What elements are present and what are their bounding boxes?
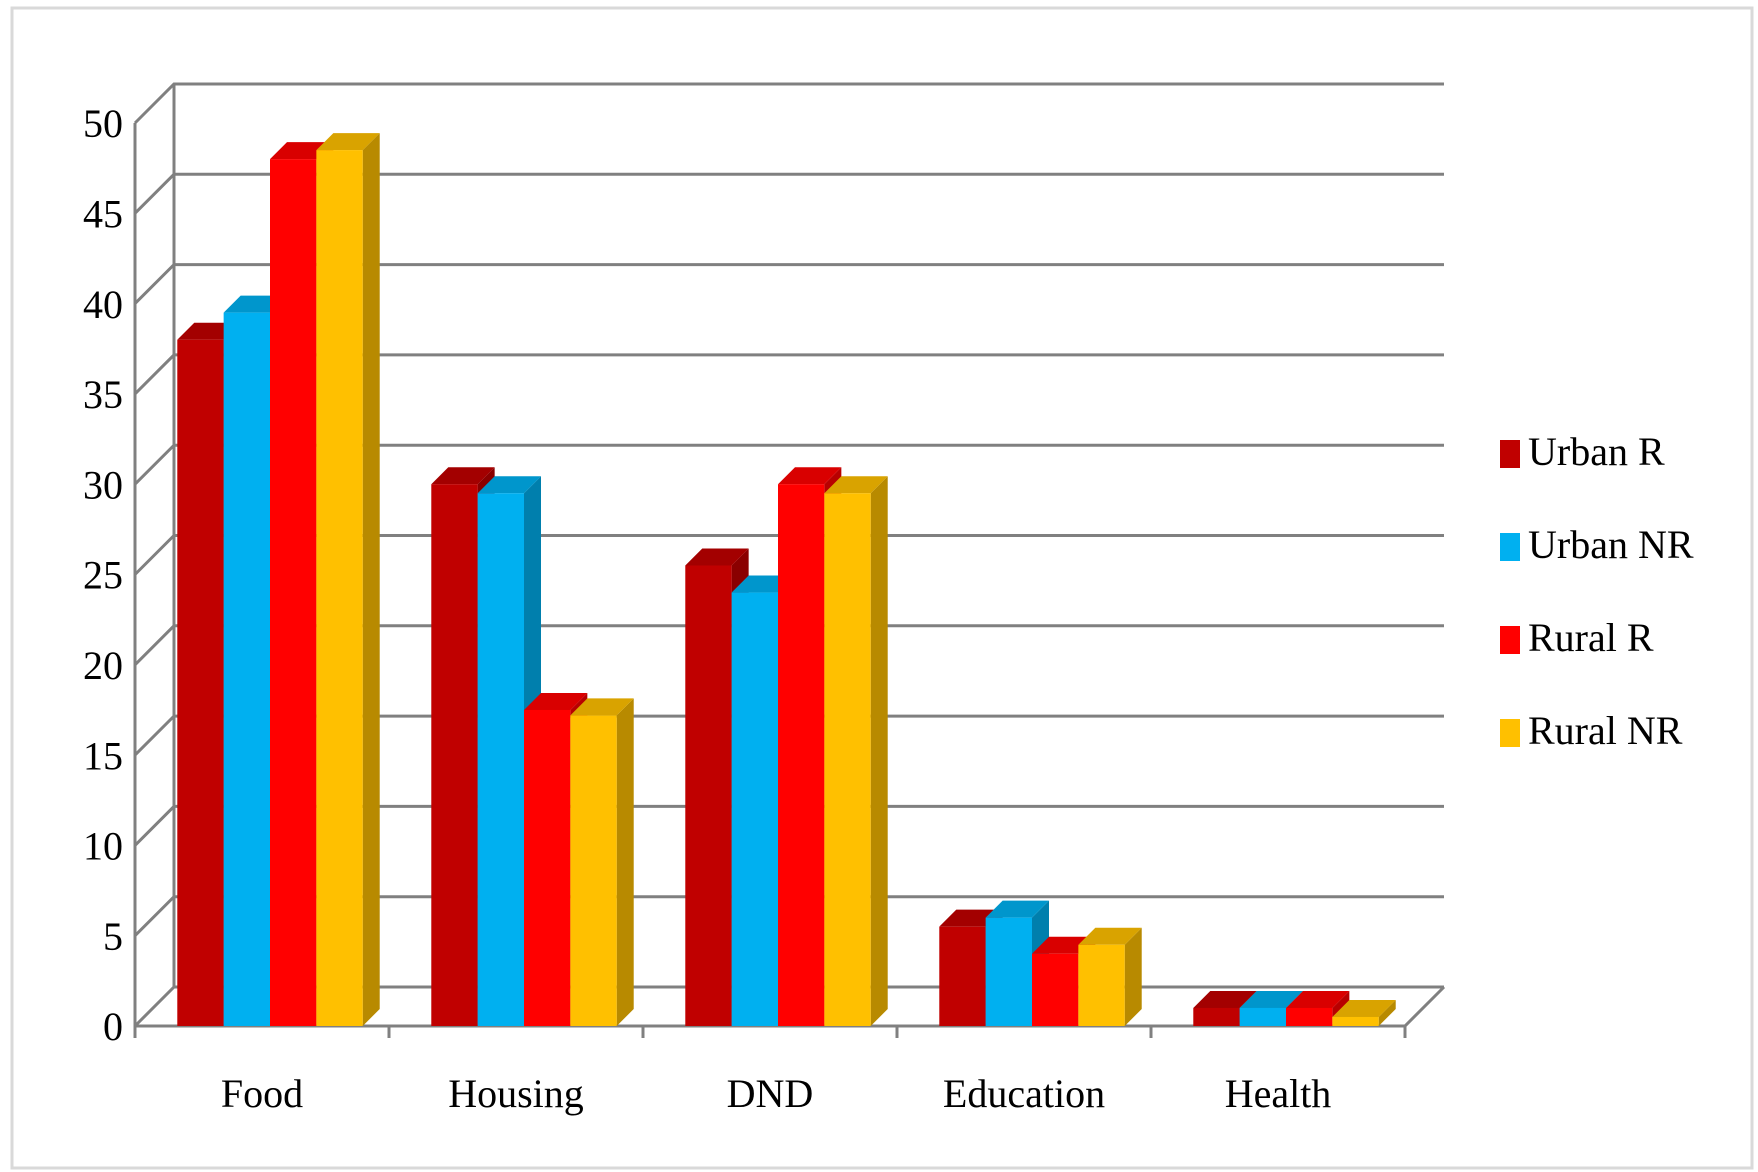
y-tick-label: 45 [83,191,123,236]
bar-top [316,133,380,151]
bar-top [1193,990,1257,1008]
bar [316,150,363,1027]
y-tick-label: 15 [83,733,123,778]
bar-side [1378,999,1396,1026]
bar-top [570,698,634,716]
bar [477,493,524,1027]
legend-swatch [1500,533,1520,561]
bar [177,339,224,1027]
bar-side [870,476,888,1027]
bar [985,917,1032,1026]
y-tick-label: 25 [83,553,123,598]
bar-top [524,692,588,710]
bar [270,159,317,1026]
bar-top [477,476,541,494]
bar [1032,953,1079,1026]
y-tick-label: 50 [83,101,123,146]
bar [1332,1016,1379,1026]
bar [1286,1007,1333,1026]
bar [778,484,825,1026]
bar [939,926,986,1026]
legend-label: Rural NR [1528,708,1683,753]
bar-top [685,548,749,566]
x-tick-label: DND [727,1071,814,1116]
bar-top [1332,999,1396,1017]
bar [1193,1007,1240,1026]
y-tick-label: 5 [103,914,123,959]
bar-top [1078,927,1142,945]
legend-label: Rural R [1528,615,1654,660]
bar-top [1286,990,1350,1008]
bar-top [985,900,1049,918]
bar-top [778,467,842,485]
bar-side [362,133,380,1027]
x-tick-label: Education [943,1071,1105,1116]
bar-top [1239,990,1303,1008]
y-tick-label: 40 [83,282,123,327]
legend-swatch [1500,626,1520,654]
legend-swatch [1500,719,1520,747]
bar-top [431,467,495,485]
bar [524,709,571,1026]
y-tick-label: 10 [83,824,123,869]
bar [431,484,478,1026]
bar [570,715,617,1026]
y-tick-label: 0 [103,1004,123,1049]
y-tick-label: 20 [83,643,123,688]
x-tick-label: Food [221,1071,303,1116]
bar-side [616,698,634,1026]
bar [1078,944,1125,1026]
bar [685,565,732,1026]
bar-top [824,476,888,494]
y-tick-label: 35 [83,372,123,417]
bar [824,493,871,1027]
legend-label: Urban NR [1528,522,1694,567]
legend-label: Urban R [1528,429,1665,474]
legend-swatch [1500,440,1520,468]
x-tick-label: Housing [448,1071,584,1116]
bar [731,592,778,1026]
x-tick-label: Health [1225,1071,1332,1116]
bar [1239,1007,1286,1026]
y-tick-label: 30 [83,462,123,507]
bar-side [1124,927,1142,1026]
bar [223,312,270,1026]
